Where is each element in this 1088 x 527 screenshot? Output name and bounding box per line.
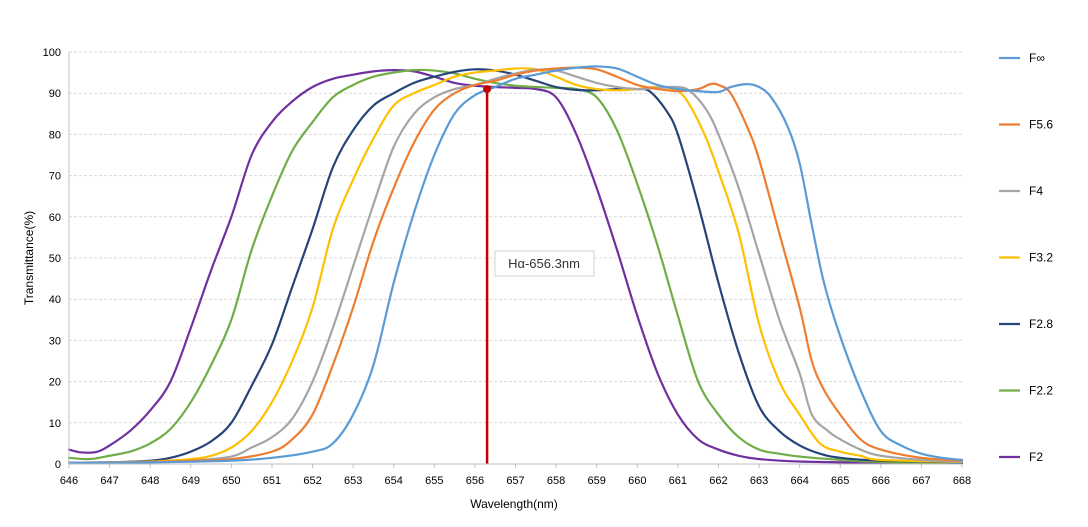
x-tick-label: 662 (709, 475, 727, 487)
legend-item: F∞ (999, 51, 1045, 65)
legend-label: F2 (1029, 450, 1043, 464)
y-tick-label: 60 (49, 212, 61, 224)
x-tick-label: 666 (872, 475, 890, 487)
x-tick-label: 651 (263, 475, 281, 487)
legend-label: F2.8 (1029, 317, 1053, 331)
x-tick-label: 652 (303, 475, 321, 487)
y-tick-label: 20 (49, 377, 61, 389)
legend-label: F∞ (1029, 51, 1045, 65)
legend-item: F3.2 (999, 251, 1053, 265)
legend-item: F2 (999, 450, 1043, 464)
annotation-label-text: Hα-656.3nm (508, 256, 580, 271)
legend-label: F2.2 (1029, 384, 1053, 398)
series-line-F2 (67, 69, 964, 465)
legend-item: F4 (999, 184, 1043, 198)
y-tick-label: 0 (55, 459, 61, 471)
y-tick-labels: 0 10 20 30 40 50 60 70 80 90 100 (43, 47, 61, 471)
series-line-F∞ (67, 65, 964, 464)
x-tick-label: 657 (506, 475, 524, 487)
series-line-F2.8 (67, 68, 964, 464)
legend-label: F3.2 (1029, 251, 1053, 265)
y-tick-label: 70 (49, 171, 61, 183)
x-tick-label: 663 (750, 475, 768, 487)
x-tick-label: 664 (790, 475, 808, 487)
x-tick-label: 660 (628, 475, 646, 487)
legend-item: F2.2 (999, 384, 1053, 398)
x-tick-label: 655 (425, 475, 443, 487)
y-tick-label: 30 (49, 335, 61, 347)
x-tick-label: 648 (141, 475, 159, 487)
legend-label: F4 (1029, 184, 1043, 198)
y-tick-label: 50 (49, 253, 61, 265)
x-tick-label: 647 (100, 475, 118, 487)
x-tick-label: 659 (588, 475, 606, 487)
legend-item: F5.6 (999, 118, 1053, 132)
y-tick-label: 100 (43, 47, 61, 59)
x-tick-label: 668 (953, 475, 971, 487)
y-tick-label: 40 (49, 294, 61, 306)
x-tick-label: 665 (831, 475, 849, 487)
y-tick-label: 90 (49, 88, 61, 100)
x-tick-label: 654 (385, 475, 403, 487)
legend-label: F5.6 (1029, 118, 1053, 132)
x-tick-label: 656 (466, 475, 484, 487)
x-tick-label: 661 (669, 475, 687, 487)
series-line-F3.2 (67, 67, 964, 464)
series-lines (67, 65, 964, 465)
x-axis-label: Wavelength(nm) (470, 497, 558, 511)
axes (68, 52, 963, 468)
y-tick-label: 80 (49, 129, 61, 141)
series-line-F2.2 (67, 68, 964, 464)
x-tick-label: 646 (60, 475, 78, 487)
x-tick-label: 658 (547, 475, 565, 487)
legend: F∞ F5.6 F4 F3.2 F2.8 F2.2 F2 (999, 51, 1053, 464)
annotation-label-box: Hα-656.3nm (494, 250, 595, 277)
x-tick-label: 649 (182, 475, 200, 487)
y-tick-label: 10 (49, 418, 61, 430)
legend-item: F2.8 (999, 317, 1053, 331)
y-axis-label: Transmittance(%) (22, 211, 36, 305)
x-tick-label: 667 (912, 475, 930, 487)
x-tick-label: 653 (344, 475, 362, 487)
grid-lines (69, 51, 962, 424)
x-tick-labels: 646 647 648 649 650 651 652 653 654 655 656 657 658 6… (60, 475, 971, 487)
series-line-F4 (67, 68, 964, 464)
x-tick-label: 650 (222, 475, 240, 487)
annotation-point (483, 85, 492, 94)
